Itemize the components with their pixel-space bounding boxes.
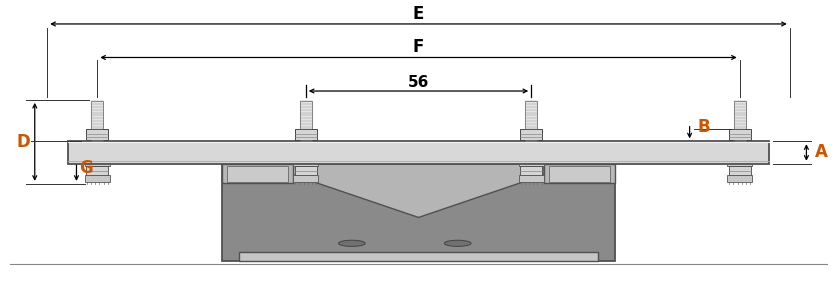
- Bar: [299, 140, 311, 141]
- Bar: [728, 166, 750, 175]
- Text: B: B: [697, 118, 710, 136]
- Bar: [728, 129, 750, 140]
- Text: A: A: [813, 143, 827, 162]
- Bar: [726, 175, 752, 182]
- Text: D: D: [17, 133, 31, 151]
- Bar: [222, 164, 614, 262]
- Ellipse shape: [338, 240, 364, 246]
- Bar: [86, 129, 108, 140]
- Bar: [733, 140, 745, 141]
- Bar: [518, 164, 543, 166]
- Bar: [84, 164, 110, 166]
- Bar: [293, 164, 318, 166]
- Text: G: G: [79, 159, 93, 177]
- Bar: [84, 175, 110, 182]
- Bar: [68, 141, 768, 164]
- Bar: [525, 140, 537, 141]
- Bar: [520, 166, 542, 175]
- Bar: [293, 175, 318, 182]
- Bar: [518, 175, 543, 182]
- Ellipse shape: [444, 240, 471, 246]
- Bar: [726, 164, 752, 166]
- Bar: [543, 164, 614, 183]
- Bar: [239, 252, 597, 262]
- Bar: [733, 101, 745, 129]
- Text: F: F: [412, 38, 424, 56]
- Bar: [294, 166, 316, 175]
- Bar: [525, 101, 537, 129]
- Bar: [294, 129, 316, 140]
- Polygon shape: [293, 164, 543, 217]
- Text: 56: 56: [407, 75, 429, 90]
- Bar: [548, 166, 609, 182]
- Bar: [222, 164, 293, 183]
- Bar: [227, 166, 288, 182]
- Bar: [91, 101, 103, 129]
- Bar: [520, 129, 542, 140]
- Bar: [91, 140, 103, 141]
- Bar: [299, 101, 311, 129]
- Text: E: E: [412, 5, 424, 22]
- Bar: [86, 166, 108, 175]
